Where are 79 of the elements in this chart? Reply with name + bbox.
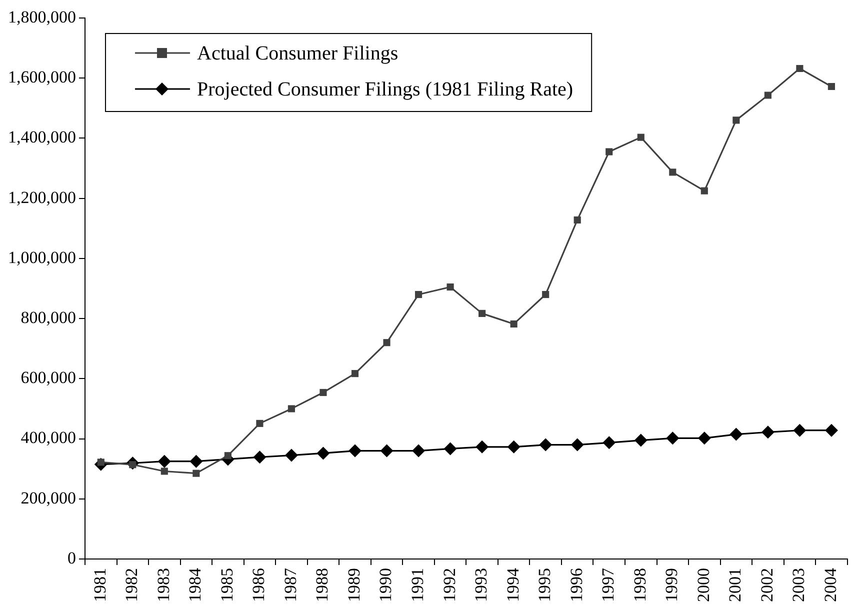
point <box>507 440 520 454</box>
x-tick-label: 1987 <box>280 568 300 602</box>
point <box>444 442 457 456</box>
y-tick-label: 0 <box>68 548 76 568</box>
y-tick-label: 200,000 <box>20 488 76 508</box>
x-tick-label: 1985 <box>217 568 236 602</box>
x-tick-label: 2001 <box>726 568 745 602</box>
point <box>828 82 835 90</box>
point <box>316 446 330 460</box>
y-tick-label: 800,000 <box>20 308 76 328</box>
x-tick-label: 1991 <box>408 568 427 602</box>
point <box>606 148 613 156</box>
x-tick-label: 2003 <box>789 568 808 602</box>
point <box>284 448 298 462</box>
point <box>351 370 359 378</box>
x-tick-label: 1996 <box>566 568 586 602</box>
point <box>253 450 266 464</box>
point <box>320 388 327 396</box>
point <box>510 320 518 328</box>
x-tick-label: 1986 <box>249 568 268 602</box>
y-tick-label: 1,400,000 <box>8 128 76 147</box>
point <box>634 434 648 447</box>
point <box>637 134 644 141</box>
point <box>539 438 552 452</box>
y-tick-label: 1,800,000 <box>8 7 76 26</box>
y-tick-label: 1,600,000 <box>8 68 76 87</box>
point <box>160 468 168 475</box>
x-tick-label: 1995 <box>535 568 554 602</box>
point <box>476 440 489 454</box>
point <box>732 116 740 124</box>
point <box>478 310 486 317</box>
x-tick-label: 1998 <box>630 568 650 602</box>
point <box>412 444 426 458</box>
point <box>730 428 743 441</box>
x-tick-label: 1983 <box>154 568 173 602</box>
y-tick-label: 1,000,000 <box>8 248 76 267</box>
point <box>256 420 264 427</box>
point <box>542 290 550 298</box>
point <box>380 444 394 458</box>
x-tick-label: 1993 <box>472 568 491 602</box>
x-tick-label: 1990 <box>376 568 396 602</box>
point <box>666 432 680 445</box>
x-tick-label: 1981 <box>90 568 110 602</box>
x-tick-label: 1992 <box>440 568 459 602</box>
x-tick-label: 1999 <box>662 568 682 602</box>
point <box>764 92 772 99</box>
x-tick-label: 2000 <box>694 568 713 602</box>
point <box>288 405 296 412</box>
point <box>793 424 806 437</box>
point <box>348 444 362 458</box>
y-tick-label: 1,200,000 <box>8 188 76 207</box>
x-tick-label: 1982 <box>122 568 142 602</box>
point <box>796 64 804 72</box>
x-tick-label: 1989 <box>344 568 364 602</box>
y-tick-label: 400,000 <box>20 428 76 448</box>
point <box>602 436 616 450</box>
point <box>383 339 390 346</box>
x-tick-label: 1997 <box>598 568 618 602</box>
point <box>224 452 232 460</box>
point <box>761 426 774 439</box>
legend-label: Actual Consumer Filings <box>197 42 398 64</box>
point <box>698 432 711 445</box>
point <box>574 216 581 224</box>
point <box>824 424 838 437</box>
x-tick-label: 1994 <box>503 568 522 602</box>
point <box>700 187 708 194</box>
x-tick-label: 2002 <box>757 568 776 602</box>
x-tick-label: 2004 <box>820 568 840 602</box>
point <box>158 454 171 468</box>
point <box>414 290 422 298</box>
point <box>446 283 454 291</box>
x-tick-label: 1988 <box>312 568 332 602</box>
legend-label: Projected Consumer Filings (1981 Filing Rate) <box>197 78 574 100</box>
point <box>570 438 584 452</box>
y-tick-label: 600,000 <box>20 368 76 388</box>
point <box>192 470 200 477</box>
x-tick-label: 1984 <box>186 568 205 602</box>
point <box>190 454 203 468</box>
point <box>669 168 676 176</box>
